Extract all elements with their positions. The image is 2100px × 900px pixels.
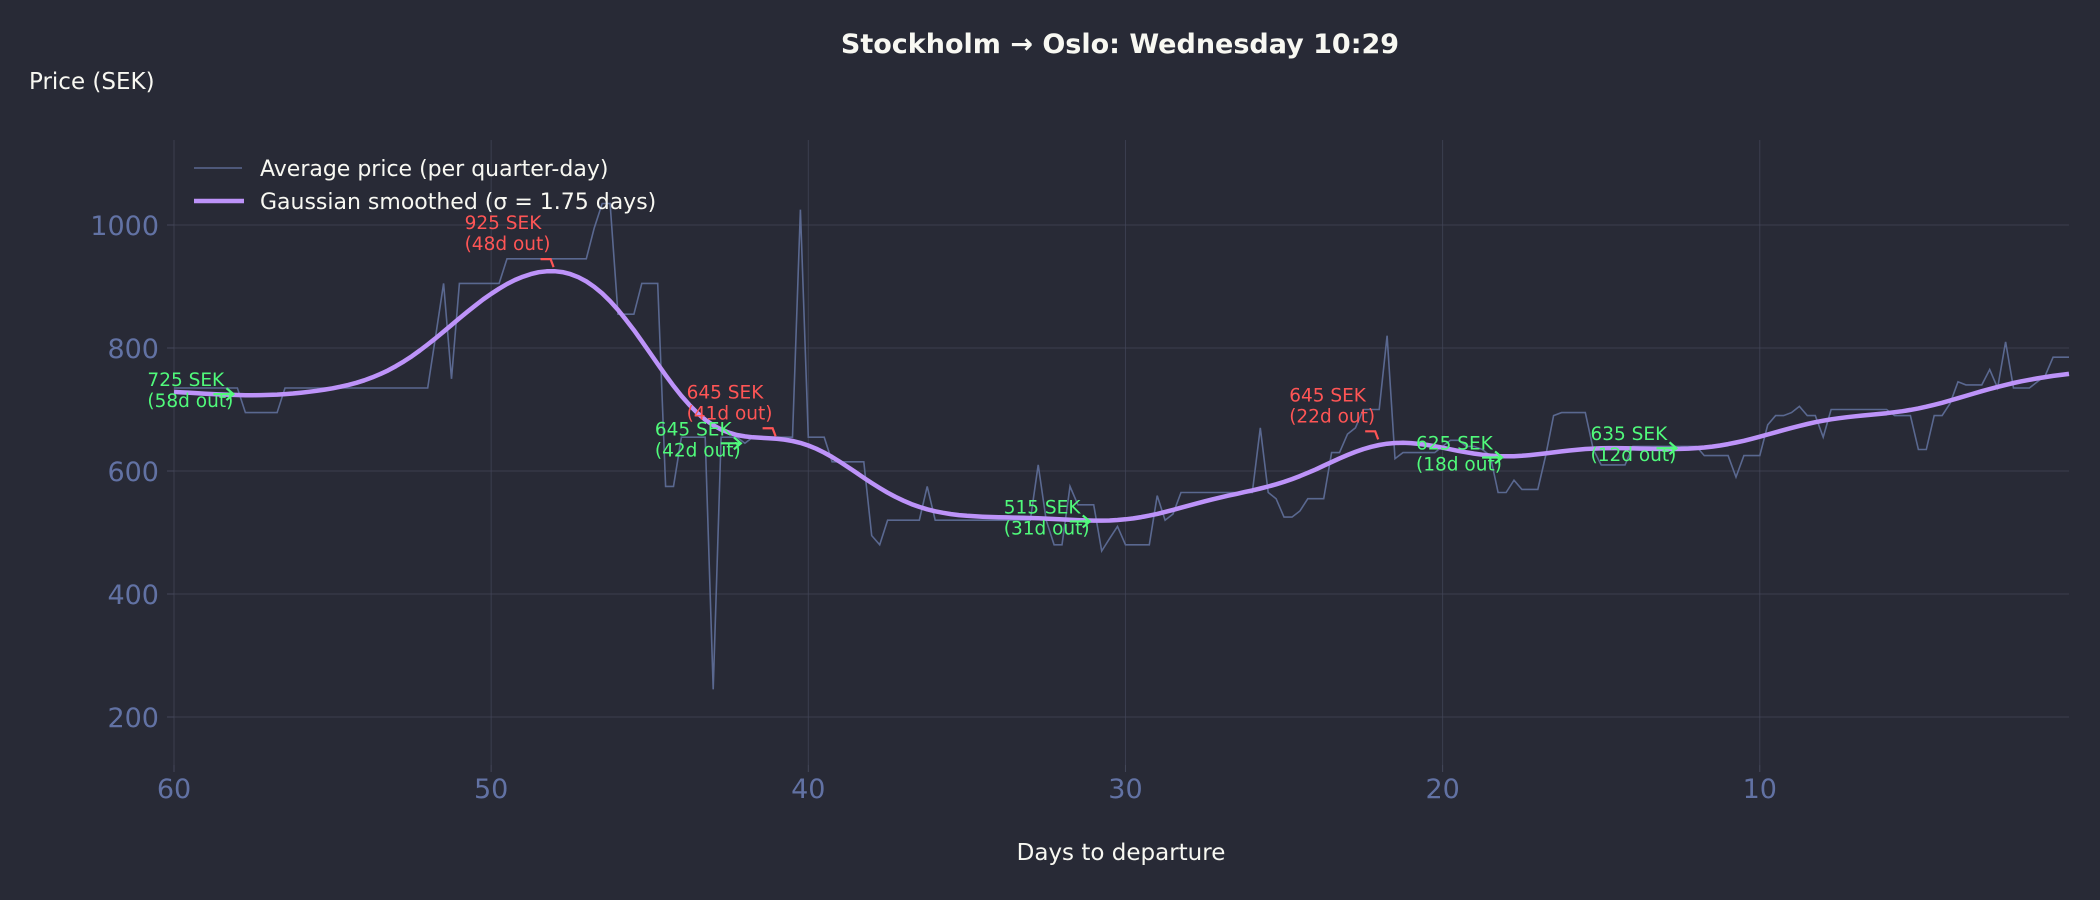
annotation-arrow [1656,441,1679,456]
annotation-price: 925 SEK [465,213,543,234]
annotation-min: 645 SEK(42d out) [655,419,743,461]
annotation-max: 645 SEK(22d out) [1289,385,1380,440]
y-tick-label: 400 [107,580,159,611]
annotation-arrow [1069,514,1092,529]
annotation-arrow [720,436,743,451]
legend-label-smooth: Gaussian smoothed (σ = 1.75 days) [260,190,656,215]
y-axis-label: Price (SEK) [29,69,155,95]
annotation-min: 515 SEK(31d out) [1004,497,1092,539]
annotation-price: 725 SEK [147,370,225,391]
annotation-price: 625 SEK [1416,433,1494,454]
annotation-days: (41d out) [687,403,773,424]
annotation-min: 635 SEK(12d out) [1590,424,1679,466]
annotation-price: 645 SEK [687,382,765,403]
annotation-arrow [1482,450,1504,465]
chart-title: Stockholm → Oslo: Wednesday 10:29 [841,29,1399,60]
x-tick-label: 60 [157,774,191,805]
annotation-min: 625 SEK(18d out) [1416,433,1504,475]
annotation-arrow [540,258,555,268]
annotation-price: 645 SEK [1289,385,1367,406]
annotation-max: 645 SEK(41d out) [687,382,777,437]
annotation-arrow [1365,430,1380,440]
annotation-price: 515 SEK [1004,497,1082,518]
annotation-days: (31d out) [1004,518,1090,539]
axis-ticks: 60 50 40 30 20 10 200 400 600 800 1000 [90,211,1777,805]
annotation-price: 635 SEK [1590,424,1668,445]
grid [173,140,2069,765]
x-tick-label: 40 [791,774,825,805]
annotation-min: 725 SEK(58d out) [147,370,236,412]
annotation-days: (12d out) [1590,445,1676,466]
smoothed-price-line [173,268,2070,523]
annotation-price: 645 SEK [655,419,733,440]
legend: Average price (per quarter-day) Gaussian… [194,157,656,215]
series [173,202,2070,690]
raw-price-line [174,202,2069,690]
y-tick-label: 1000 [90,211,159,242]
annotation-days: (42d out) [655,440,741,461]
y-tick-label: 600 [107,457,159,488]
annotation-arrow [762,427,777,437]
y-tick-label: 800 [107,334,159,365]
x-tick-label: 20 [1425,774,1459,805]
x-axis-label: Days to departure [1017,840,1226,866]
x-tick-label: 50 [474,774,508,805]
annotation-days: (58d out) [147,391,233,412]
x-tick-label: 30 [1108,774,1142,805]
y-tick-label: 200 [107,703,159,734]
legend-label-raw: Average price (per quarter-day) [260,157,608,182]
annotation-days: (48d out) [465,234,551,255]
x-tick-label: 10 [1743,774,1777,805]
annotation-arrow [213,387,236,401]
annotation-days: (22d out) [1289,406,1375,427]
annotation-days: (18d out) [1416,454,1502,475]
annotations: 725 SEK(58d out)925 SEK(48d out)645 SEK(… [147,213,1679,539]
annotation-max: 925 SEK(48d out) [465,213,555,268]
